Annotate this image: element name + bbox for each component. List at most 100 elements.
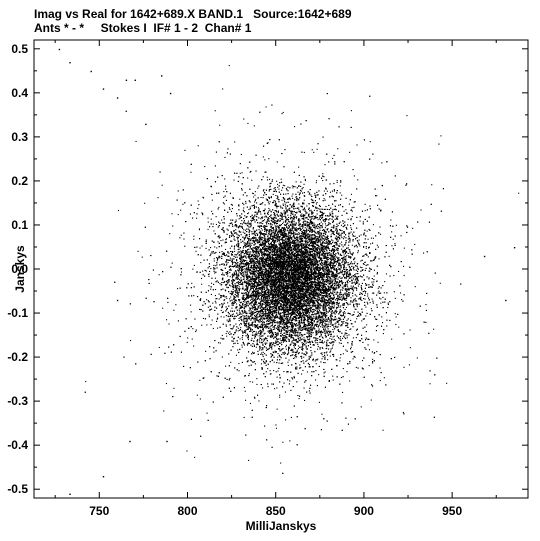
- data-point: [385, 273, 387, 275]
- data-point: [230, 361, 232, 363]
- data-point: [324, 290, 326, 292]
- data-point: [350, 328, 352, 330]
- data-point: [338, 286, 340, 288]
- data-point: [307, 300, 309, 302]
- data-point: [279, 396, 281, 398]
- data-point: [321, 297, 323, 299]
- data-point: [298, 314, 300, 316]
- data-point: [326, 287, 328, 289]
- data-point: [282, 292, 284, 294]
- data-point: [280, 290, 282, 292]
- data-point: [318, 288, 320, 290]
- data-point: [321, 264, 323, 266]
- data-point: [244, 307, 246, 309]
- data-point: [297, 255, 299, 257]
- data-point: [279, 286, 281, 288]
- data-point: [243, 331, 245, 333]
- data-point: [266, 258, 268, 260]
- data-point: [224, 299, 226, 301]
- data-point: [297, 263, 299, 265]
- data-point: [244, 390, 246, 392]
- data-point: [254, 292, 256, 294]
- data-point: [259, 235, 261, 237]
- data-point: [254, 363, 256, 365]
- data-point: [257, 298, 259, 300]
- data-point: [287, 326, 289, 328]
- data-point: [269, 251, 271, 253]
- data-point: [289, 272, 291, 274]
- data-point: [287, 256, 289, 258]
- data-point: [425, 304, 427, 306]
- data-point: [270, 214, 272, 216]
- data-point: [275, 424, 277, 426]
- data-point: [292, 270, 294, 272]
- data-point: [208, 275, 210, 277]
- data-point: [267, 142, 269, 144]
- data-point: [241, 223, 243, 225]
- data-point: [300, 247, 302, 249]
- data-point: [334, 317, 336, 319]
- data-point: [272, 321, 274, 323]
- data-point: [372, 237, 374, 239]
- data-point: [359, 245, 361, 247]
- data-point: [275, 217, 277, 219]
- data-point: [290, 234, 292, 236]
- data-point: [379, 226, 381, 228]
- data-point: [275, 341, 277, 343]
- data-point: [328, 242, 330, 244]
- data-point: [277, 271, 279, 273]
- data-point: [294, 199, 296, 201]
- data-point: [282, 286, 284, 288]
- data-point: [289, 291, 291, 293]
- data-point: [294, 305, 296, 307]
- data-point: [298, 243, 300, 245]
- data-point: [325, 241, 327, 243]
- data-point: [256, 378, 258, 380]
- data-point: [323, 270, 325, 272]
- data-point: [211, 282, 213, 284]
- data-point: [216, 318, 218, 320]
- data-point: [329, 294, 331, 296]
- data-point: [253, 260, 255, 262]
- chart-title-line-1: Imag vs Real for 1642+689.X BAND.1 Sourc…: [34, 7, 352, 21]
- data-point: [312, 323, 314, 325]
- data-point: [259, 294, 261, 296]
- data-point: [369, 267, 371, 269]
- data-point: [269, 283, 271, 285]
- data-point: [244, 273, 246, 275]
- data-point: [306, 337, 308, 339]
- data-point: [296, 301, 298, 303]
- data-point: [327, 285, 329, 287]
- data-point: [276, 253, 278, 255]
- data-point: [357, 241, 359, 243]
- data-point: [270, 313, 272, 315]
- data-point: [305, 305, 307, 307]
- data-point: [243, 271, 245, 273]
- data-point: [308, 244, 310, 246]
- data-point: [215, 298, 217, 300]
- data-point: [308, 224, 310, 226]
- data-point: [264, 204, 266, 206]
- data-point: [236, 290, 238, 292]
- data-point: [265, 300, 267, 302]
- data-point: [313, 225, 315, 227]
- data-point: [271, 234, 273, 236]
- data-point: [312, 212, 314, 214]
- data-point: [377, 287, 379, 289]
- data-point: [252, 193, 254, 195]
- data-point: [296, 251, 298, 253]
- data-point: [345, 295, 347, 297]
- data-point: [280, 328, 282, 330]
- data-point: [294, 362, 296, 364]
- data-point: [364, 210, 366, 212]
- data-point: [277, 356, 279, 358]
- data-point: [331, 297, 333, 299]
- data-point: [320, 282, 322, 284]
- data-point: [292, 197, 294, 199]
- data-point: [316, 255, 318, 257]
- data-point: [245, 298, 247, 300]
- data-point: [222, 222, 224, 224]
- data-point: [243, 239, 245, 241]
- data-point: [306, 327, 308, 329]
